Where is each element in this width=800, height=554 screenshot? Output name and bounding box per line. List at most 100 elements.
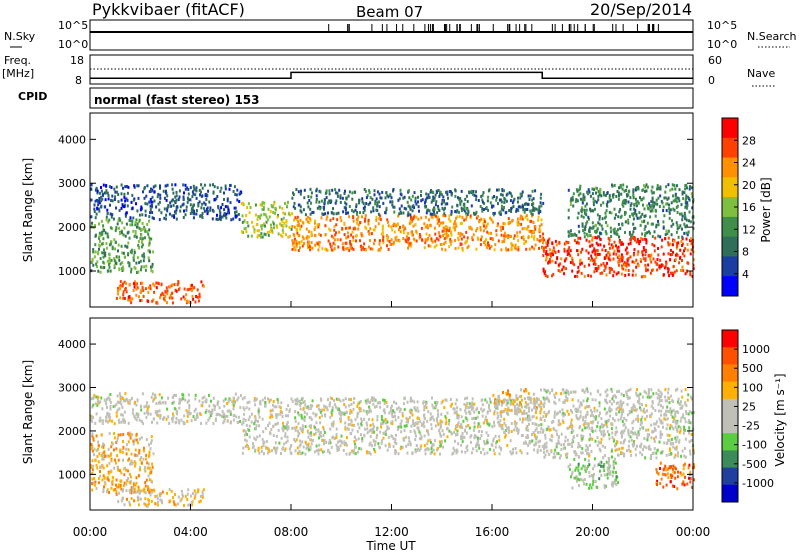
scatter-cell	[333, 403, 336, 406]
scatter-cell	[573, 239, 576, 243]
scatter-cell	[484, 243, 487, 247]
scatter-cell	[118, 226, 120, 230]
scatter-cell	[455, 451, 458, 455]
scatter-cell	[94, 402, 97, 406]
scatter-cell	[253, 436, 256, 440]
scatter-cell	[461, 431, 464, 435]
scatter-cell	[680, 239, 683, 243]
scatter-cell	[541, 241, 544, 245]
scatter-cell	[264, 401, 267, 404]
scatter-cell	[571, 260, 574, 264]
scatter-cell	[95, 262, 98, 266]
scatter-cell	[524, 405, 526, 409]
colorbar-swatch	[722, 177, 738, 198]
scatter-cell	[336, 407, 339, 410]
scatter-cell	[672, 264, 675, 268]
scatter-cell	[595, 186, 598, 190]
scatter-cell	[386, 236, 389, 240]
scatter-cell	[472, 428, 475, 432]
scatter-cell	[299, 205, 302, 209]
scatter-cell	[443, 237, 446, 241]
scatter-cell	[584, 204, 587, 208]
scatter-cell	[233, 185, 236, 189]
scatter-cell	[630, 202, 633, 206]
scatter-cell	[515, 394, 518, 398]
scatter-cell	[287, 235, 290, 239]
scatter-cell	[530, 211, 533, 215]
scatter-cell	[216, 412, 219, 416]
scatter-cell	[591, 236, 594, 240]
scatter-cell	[236, 188, 239, 192]
scatter-cell	[288, 447, 291, 451]
scatter-cell	[635, 204, 638, 208]
scatter-cell	[245, 406, 248, 410]
scatter-cell	[207, 418, 210, 422]
scatter-cell	[209, 414, 212, 418]
scatter-cell	[92, 263, 95, 267]
scatter-cell	[532, 431, 535, 435]
scatter-cell	[268, 230, 271, 234]
scatter-cell	[135, 293, 138, 297]
scatter-cell	[262, 443, 265, 447]
scatter-cell	[191, 283, 193, 287]
scatter-cell	[633, 227, 636, 230]
scatter-cell	[361, 234, 364, 238]
scatter-cell	[479, 205, 482, 208]
scatter-cell	[341, 242, 344, 246]
scatter-cell	[195, 189, 198, 193]
scatter-cell	[161, 501, 164, 505]
scatter-cell	[90, 466, 93, 470]
scatter-cell	[690, 237, 692, 241]
scatter-cell	[255, 427, 257, 431]
scatter-cell	[318, 244, 321, 248]
scatter-cell	[675, 221, 678, 225]
scatter-cell	[677, 241, 680, 245]
scatter-cell	[261, 398, 264, 402]
scatter-cell	[198, 200, 201, 204]
scatter-cell	[527, 194, 530, 198]
scatter-cell	[434, 439, 437, 443]
scatter-cell	[414, 196, 417, 200]
scatter-cell	[189, 212, 192, 215]
scatter-cell	[137, 270, 140, 274]
scatter-cell	[394, 452, 397, 456]
colorbar-swatch	[722, 236, 738, 257]
scatter-cell	[315, 428, 318, 432]
scatter-cell	[677, 235, 680, 239]
scatter-cell	[113, 266, 116, 269]
scatter-cell	[148, 488, 151, 492]
scatter-cell	[123, 473, 126, 477]
scatter-cell	[119, 400, 122, 404]
scatter-cell	[613, 227, 616, 231]
scatter-cell	[315, 194, 318, 198]
scatter-cell	[431, 443, 434, 447]
scatter-cell	[293, 240, 296, 244]
scatter-cell	[339, 194, 342, 198]
scatter-cell	[143, 411, 146, 415]
scatter-cell	[232, 217, 235, 221]
scatter-cell	[257, 215, 260, 219]
scatter-cell	[543, 238, 546, 242]
scatter-cell	[460, 237, 463, 241]
scatter-cell	[627, 200, 630, 204]
scatter-cell	[187, 393, 190, 397]
scatter-cell	[545, 249, 548, 253]
scatter-cell	[353, 440, 356, 443]
scatter-cell	[155, 402, 158, 406]
scatter-cell	[660, 263, 663, 267]
scatter-cell	[452, 451, 455, 455]
scatter-cell	[385, 429, 387, 433]
scatter-cell	[140, 461, 143, 465]
scatter-cell	[412, 419, 414, 423]
scatter-cell	[98, 231, 101, 235]
scatter-cell	[124, 185, 127, 189]
scatter-cell	[131, 411, 134, 415]
scatter-cell	[319, 421, 322, 425]
scatter-cell	[270, 223, 272, 227]
scatter-cell	[194, 193, 197, 197]
scatter-cell	[450, 212, 453, 216]
scatter-cell	[360, 248, 363, 252]
scatter-cell	[486, 410, 489, 414]
scatter-cell	[528, 198, 531, 201]
scatter-cell	[402, 228, 405, 232]
